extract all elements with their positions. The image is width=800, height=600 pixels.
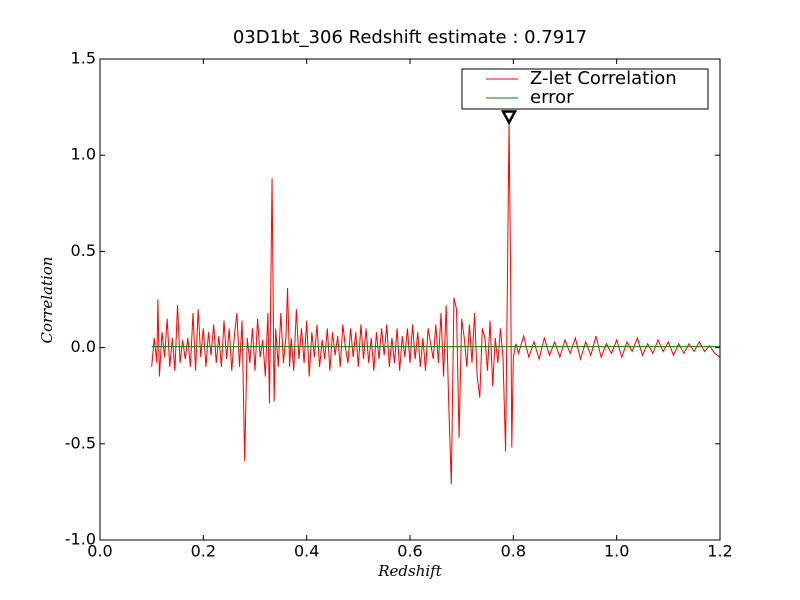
y-tick-label: 1.0 [71, 145, 96, 164]
y-tick-label: 1.5 [71, 49, 96, 68]
x-tick-label: 0.2 [191, 542, 216, 561]
legend-box [461, 68, 709, 110]
y-axis-label: Correlation [38, 257, 56, 344]
x-tick-label: 0.4 [294, 542, 319, 561]
x-tick-label: 0.8 [501, 542, 526, 561]
y-tick-label: -0.5 [65, 433, 96, 452]
x-tick-label: 1.2 [707, 542, 732, 561]
plot-frame [99, 58, 721, 541]
chart-title: 03D1bt_306 Redshift estimate : 0.7917 [233, 27, 587, 48]
x-axis-label: Redshift [377, 562, 442, 580]
legend-label: error [530, 87, 574, 108]
y-tick-label: -1.0 [65, 530, 96, 549]
x-tick-label: 0.6 [397, 542, 422, 561]
peak-marker [500, 110, 518, 126]
x-tick-label: 1.0 [604, 542, 629, 561]
series-line [151, 122, 721, 485]
x-tick-label: 0.0 [87, 542, 112, 561]
y-tick-label: 0.5 [71, 241, 96, 260]
legend-label: Z-let Correlation [530, 68, 677, 89]
y-tick-label: 0.0 [71, 337, 96, 356]
